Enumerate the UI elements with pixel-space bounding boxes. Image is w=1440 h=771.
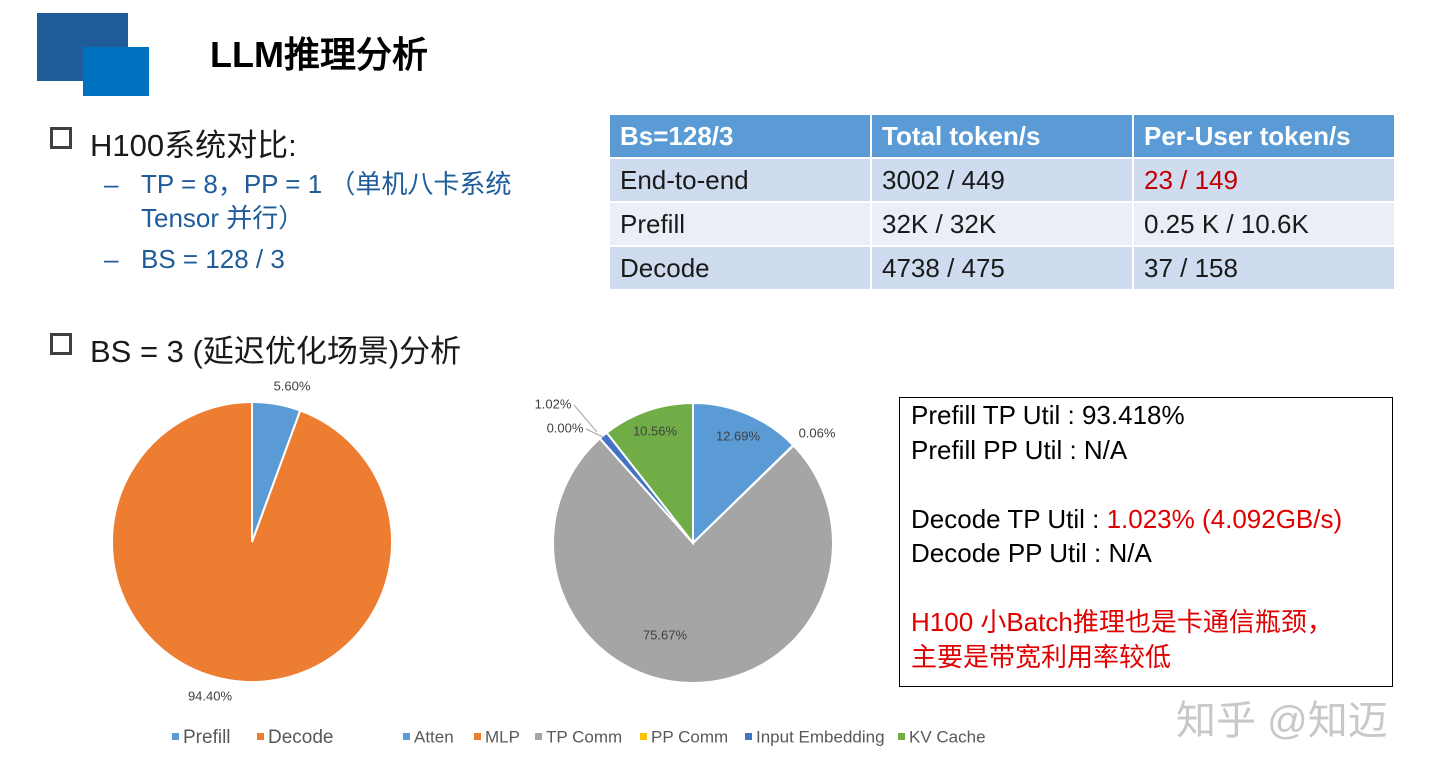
text-line: H100 小Batch推理也是卡通信瓶颈， [900, 605, 1392, 640]
slice-label: 5.60% [274, 378, 311, 393]
legend-label: Decode [268, 727, 334, 748]
bullet-icon [50, 333, 72, 355]
text-segment: Prefill TP Util : 93.418% [911, 400, 1185, 430]
slice-label: 0.06% [799, 425, 836, 440]
cell: 4738 / 475 [870, 245, 1134, 291]
legend-label: KV Cache [909, 727, 986, 746]
text-segment: 主要是带宽利用率较低 [911, 641, 1172, 672]
legend-swatch [257, 733, 264, 740]
pie-slice [552, 437, 834, 684]
cell: Decode [608, 245, 872, 291]
bullet-text: BS = 3 (延迟优化场景)分析 [90, 334, 462, 369]
sub-bullet: TP = 8，PP = 1 （单机八卡系统 [141, 169, 512, 199]
header-cell: Total token/s [870, 113, 1134, 159]
text-line: Prefill TP Util : 93.418% [900, 398, 1392, 433]
leader-line [585, 428, 604, 438]
legend-label: Input Embedding [756, 727, 885, 746]
cell: End-to-end [608, 157, 872, 203]
legend-swatch [474, 733, 481, 740]
slice-label: 0.00% [547, 420, 584, 435]
text-segment: H100 小Batch推理也是卡通信瓶颈， [911, 607, 1333, 637]
pie-slice [692, 401, 795, 546]
slice-label: 94.40% [188, 688, 233, 703]
cell: Prefill [608, 201, 872, 247]
watermark: 知乎 @知迈 [1176, 699, 1388, 743]
text-line: 主要是带宽利用率较低 [900, 640, 1392, 675]
legend-label: MLP [485, 727, 520, 746]
legend-swatch [745, 733, 752, 740]
legend-label: TP Comm [546, 727, 622, 746]
slide-title: LLM推理分析 [210, 34, 428, 75]
header-cell: Bs=128/3 [608, 113, 872, 159]
legend-swatch [403, 733, 410, 740]
text-line: Prefill PP Util : N/A [900, 433, 1392, 468]
header-row: Bs=128/3 Total token/s Per-User token/s [608, 113, 1396, 159]
legend-label: PP Comm [651, 727, 728, 746]
text-segment: Prefill PP Util : N/A [911, 434, 1128, 465]
legend-swatch [535, 733, 542, 740]
text-line: Decode TP Util : 1.023% (4.092GB/s) [900, 502, 1392, 537]
legend-swatch [898, 733, 905, 740]
logo-block [83, 47, 149, 96]
slice-label: 75.67% [643, 627, 688, 642]
legend-label: Prefill [183, 727, 231, 748]
cell: 37 / 158 [1132, 245, 1396, 291]
dash: – [104, 169, 119, 199]
dash: – [104, 244, 119, 274]
bullet-text: H100系统对比: [90, 128, 297, 163]
text-segment: Decode TP Util : [911, 503, 1107, 534]
slice-label: 10.56% [633, 423, 678, 438]
table-row: Prefill 32K / 32K 0.25 K / 10.6K [608, 201, 1396, 247]
text-line: Decode PP Util : N/A [900, 536, 1392, 571]
legend-swatch [172, 733, 179, 740]
slice-label: 1.02% [535, 396, 572, 411]
bullet-icon [50, 127, 72, 149]
text-segment: 1.023% (4.092GB/s) [1106, 503, 1343, 534]
pie-slice [605, 401, 694, 546]
legend-swatch [640, 733, 647, 740]
sub-bullet: Tensor 并行） [141, 203, 305, 233]
sub-bullet: BS = 128 / 3 [141, 244, 285, 274]
text-segment: Decode PP Util : N/A [911, 538, 1152, 568]
cell: 3002 / 449 [870, 157, 1134, 203]
cell: 0.25 K / 10.6K [1132, 201, 1396, 247]
table: Bs=128/3 Total token/s Per-User token/s End… [608, 113, 1396, 291]
cell: 23 / 149 [1132, 157, 1396, 203]
slice-label: 12.69% [716, 428, 761, 443]
cell: 32K / 32K [870, 201, 1134, 247]
table-row: End-to-end 3002 / 449 23 / 149 [608, 157, 1396, 203]
pie-slice [111, 400, 393, 683]
text-box: Prefill TP Util : 93.418% Prefill PP Util… [899, 397, 1393, 687]
leader-line [573, 404, 598, 433]
legend-label: Atten [414, 727, 454, 746]
header-cell: Per-User token/s [1132, 113, 1396, 159]
table-row: Decode 4738 / 475 37 / 158 [608, 245, 1396, 291]
